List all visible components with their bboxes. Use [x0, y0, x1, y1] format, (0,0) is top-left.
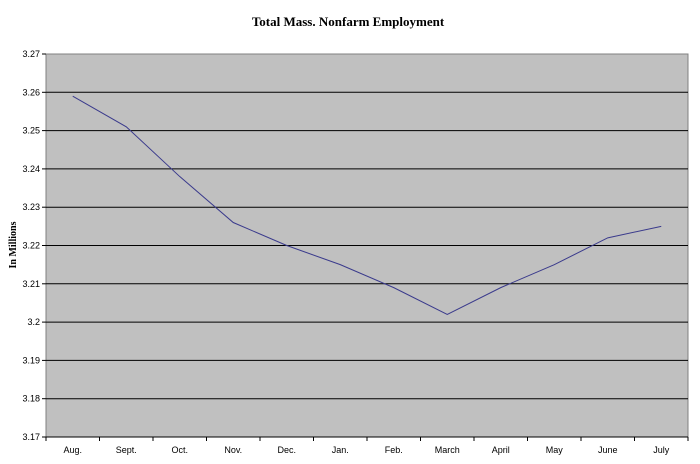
chart-title: Total Mass. Nonfarm Employment	[252, 14, 445, 29]
y-tick-label: 3.21	[22, 279, 40, 289]
y-tick-label: 3.24	[22, 164, 40, 174]
x-tick-label: June	[598, 445, 618, 455]
y-tick-label: 3.26	[22, 87, 40, 97]
x-tick-label: March	[435, 445, 460, 455]
x-tick-label: April	[492, 445, 510, 455]
y-tick-label: 3.23	[22, 202, 40, 212]
y-tick-label: 3.2	[27, 317, 40, 327]
y-tick-label: 3.25	[22, 126, 40, 136]
x-tick-label: Sept.	[116, 445, 137, 455]
x-tick-label: Oct.	[171, 445, 188, 455]
x-tick-label: July	[653, 445, 670, 455]
series-layer	[72, 95, 662, 315]
x-tick-label: Dec.	[277, 445, 296, 455]
y-axis-ticks: 3.17 3.18 3.19 3.2 3.21 3.22 3.23 3.24 3.25 3.26 3…	[22, 49, 46, 442]
y-tick-label: 3.27	[22, 49, 40, 59]
gridlines	[46, 91, 688, 400]
series-line	[72, 95, 662, 315]
y-tick-label: 3.22	[22, 241, 40, 251]
y-tick-label: 3.19	[22, 355, 40, 365]
x-tick-label: Aug.	[63, 445, 82, 455]
x-tick-label: Jan.	[332, 445, 349, 455]
x-axis-ticks: Aug. Sept. Oct. Nov. Dec. Jan. Feb. March April M…	[45, 436, 689, 455]
y-tick-label: 3.18	[22, 394, 40, 404]
x-tick-label: Feb.	[385, 445, 403, 455]
y-tick-label: 3.17	[22, 432, 40, 442]
y-axis-label: In Millions	[8, 221, 19, 268]
x-tick-label: Nov.	[224, 445, 242, 455]
x-tick-label: May	[546, 445, 564, 455]
